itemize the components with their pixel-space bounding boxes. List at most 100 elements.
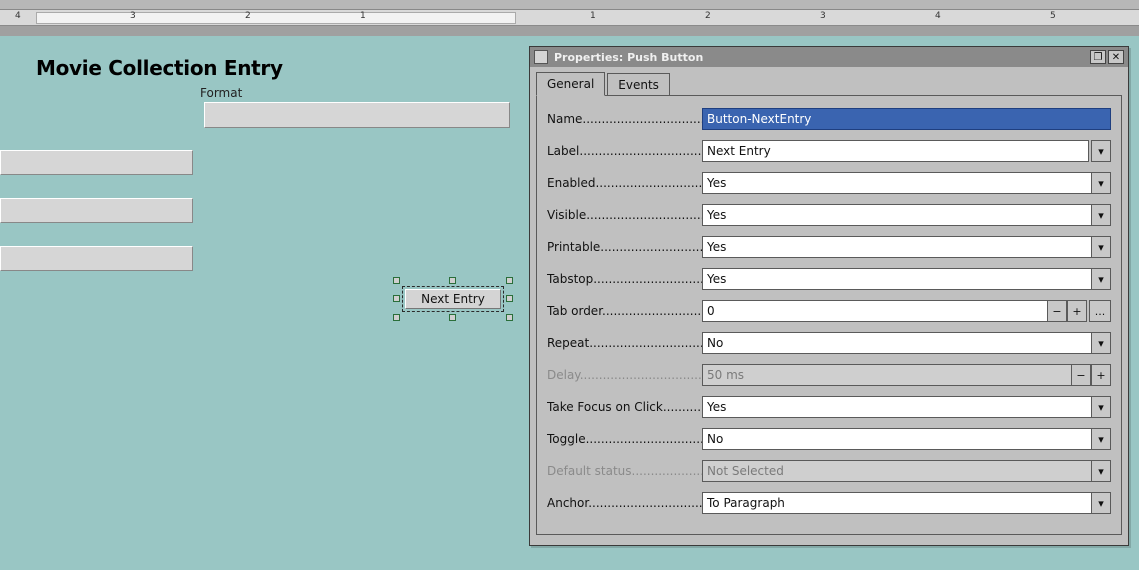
close-button[interactable]: ✕ bbox=[1108, 50, 1124, 64]
prop-value-input: Not Selected bbox=[702, 460, 1091, 482]
resize-handle[interactable] bbox=[506, 295, 513, 302]
prop-label: Default status...................... bbox=[547, 464, 702, 478]
ruler-tick-label: 3 bbox=[820, 11, 826, 21]
ruler-tick-label: 4 bbox=[935, 11, 941, 21]
next-entry-button-selected[interactable]: Next Entry bbox=[397, 281, 509, 317]
format-label: Format bbox=[200, 86, 242, 100]
prop-value-input[interactable]: 0 bbox=[702, 300, 1047, 322]
prop-field: Yes▾ bbox=[702, 172, 1111, 194]
dialog-titlebar[interactable]: Properties: Push Button ❐ ✕ bbox=[530, 47, 1128, 67]
prop-field: Not Selected▾ bbox=[702, 460, 1111, 482]
tab-general[interactable]: General bbox=[536, 72, 605, 96]
ruler-indent-region bbox=[36, 12, 516, 24]
prop-row-printable: Printable...............................… bbox=[547, 234, 1111, 260]
prop-field: To Paragraph▾ bbox=[702, 492, 1111, 514]
resize-handle[interactable] bbox=[506, 314, 513, 321]
dropdown-arrow-icon[interactable]: ▾ bbox=[1091, 396, 1111, 418]
prop-label: Visible.................................… bbox=[547, 208, 702, 222]
text-field[interactable] bbox=[0, 150, 193, 175]
prop-row-delay: Delay...................................… bbox=[547, 362, 1111, 388]
text-field[interactable] bbox=[0, 198, 193, 223]
prop-label: Name....................................… bbox=[547, 112, 702, 126]
prop-value-input[interactable]: No bbox=[702, 332, 1091, 354]
prop-field: 50 ms−+ bbox=[702, 364, 1111, 386]
dropdown-arrow-icon[interactable]: ▾ bbox=[1091, 428, 1111, 450]
prop-label: Repeat..................................… bbox=[547, 336, 702, 350]
prop-label: Toggle..................................… bbox=[547, 432, 702, 446]
prop-row-taborder: Tab order...............................… bbox=[547, 298, 1111, 324]
prop-field: Button-NextEntry bbox=[702, 108, 1111, 130]
ruler-tick-label: 5 bbox=[1050, 11, 1056, 21]
prop-row-repeat: Repeat..................................… bbox=[547, 330, 1111, 356]
prop-label: Tab order...............................… bbox=[547, 304, 702, 318]
ruler-tick-label: 4 bbox=[15, 11, 21, 21]
prop-label: Take Focus on Click.......... bbox=[547, 400, 702, 414]
horizontal-ruler: 4 3 2 1 1 2 3 4 5 bbox=[0, 10, 1139, 26]
format-field[interactable] bbox=[204, 102, 510, 128]
dialog-body: General Events Name.....................… bbox=[536, 71, 1122, 539]
prop-value-input[interactable]: No bbox=[702, 428, 1091, 450]
prop-value-input[interactable]: Yes bbox=[702, 396, 1091, 418]
ruler-tick-label: 1 bbox=[360, 11, 366, 21]
ruler-tick-label: 2 bbox=[245, 11, 251, 21]
prop-value-input[interactable]: To Paragraph bbox=[702, 492, 1091, 514]
tab-bar: General Events bbox=[536, 71, 1122, 95]
ruler-tick-label: 3 bbox=[130, 11, 136, 21]
prop-value-input[interactable]: Yes bbox=[702, 268, 1091, 290]
resize-handle[interactable] bbox=[449, 314, 456, 321]
prop-label: Anchor..................................… bbox=[547, 496, 702, 510]
prop-row-enabled: Enabled.................................… bbox=[547, 170, 1111, 196]
dropdown-arrow-icon[interactable]: ▾ bbox=[1091, 332, 1111, 354]
ruler-tick-label: 1 bbox=[590, 11, 596, 21]
spinner-decrement: − bbox=[1071, 364, 1091, 386]
prop-value-input[interactable]: Yes bbox=[702, 236, 1091, 258]
prop-field: Yes▾ bbox=[702, 396, 1111, 418]
spinner-increment[interactable]: + bbox=[1067, 300, 1087, 322]
prop-row-toggle: Toggle..................................… bbox=[547, 426, 1111, 452]
tab-events[interactable]: Events bbox=[607, 73, 670, 96]
prop-row-tabstop: Tabstop.................................… bbox=[547, 266, 1111, 292]
dropdown-arrow-icon[interactable]: ▾ bbox=[1091, 268, 1111, 290]
ruler-tick-label: 2 bbox=[705, 11, 711, 21]
prop-value-input[interactable]: Yes bbox=[702, 204, 1091, 226]
prop-row-anchor: Anchor..................................… bbox=[547, 490, 1111, 516]
spinner-decrement[interactable]: − bbox=[1047, 300, 1067, 322]
prop-field: Next Entry▾ bbox=[702, 140, 1111, 162]
dropdown-arrow-icon[interactable]: ▾ bbox=[1091, 236, 1111, 258]
dropdown-arrow-icon[interactable]: ▾ bbox=[1091, 492, 1111, 514]
prop-value-input[interactable]: Button-NextEntry bbox=[702, 108, 1111, 130]
prop-row-label: Label...................................… bbox=[547, 138, 1111, 164]
resize-handle[interactable] bbox=[506, 277, 513, 284]
prop-label: Label...................................… bbox=[547, 144, 702, 158]
resize-handle[interactable] bbox=[393, 277, 400, 284]
toolbar-strip bbox=[0, 0, 1139, 10]
page-title: Movie Collection Entry bbox=[36, 56, 283, 80]
prop-field: 0−+... bbox=[702, 300, 1111, 322]
prop-row-visible: Visible.................................… bbox=[547, 202, 1111, 228]
prop-value-input[interactable]: Next Entry bbox=[702, 140, 1089, 162]
prop-label: Enabled.................................… bbox=[547, 176, 702, 190]
dropdown-arrow-icon[interactable]: ▾ bbox=[1091, 204, 1111, 226]
dropdown-arrow-icon[interactable]: ▾ bbox=[1091, 172, 1111, 194]
tab-page-general: Name....................................… bbox=[536, 95, 1122, 535]
prop-row-name: Name....................................… bbox=[547, 106, 1111, 132]
prop-row-focus: Take Focus on Click..........Yes▾ bbox=[547, 394, 1111, 420]
next-entry-button[interactable]: Next Entry bbox=[405, 289, 501, 309]
resize-handle[interactable] bbox=[393, 295, 400, 302]
prop-field: Yes▾ bbox=[702, 236, 1111, 258]
prop-value-input: 50 ms bbox=[702, 364, 1071, 386]
prop-label: Delay...................................… bbox=[547, 368, 702, 382]
prop-value-input[interactable]: Yes bbox=[702, 172, 1091, 194]
resize-handle[interactable] bbox=[393, 314, 400, 321]
properties-dialog: Properties: Push Button ❐ ✕ General Even… bbox=[529, 46, 1129, 546]
prop-field: Yes▾ bbox=[702, 268, 1111, 290]
resize-handle[interactable] bbox=[449, 277, 456, 284]
ellipsis-button[interactable]: ... bbox=[1089, 300, 1111, 322]
restore-button[interactable]: ❐ bbox=[1090, 50, 1106, 64]
dropdown-arrow-icon: ▾ bbox=[1091, 460, 1111, 482]
spinner-increment: + bbox=[1091, 364, 1111, 386]
prop-field: No▾ bbox=[702, 332, 1111, 354]
text-field[interactable] bbox=[0, 246, 193, 271]
prop-field: No▾ bbox=[702, 428, 1111, 450]
dropdown-arrow-icon[interactable]: ▾ bbox=[1091, 140, 1111, 162]
